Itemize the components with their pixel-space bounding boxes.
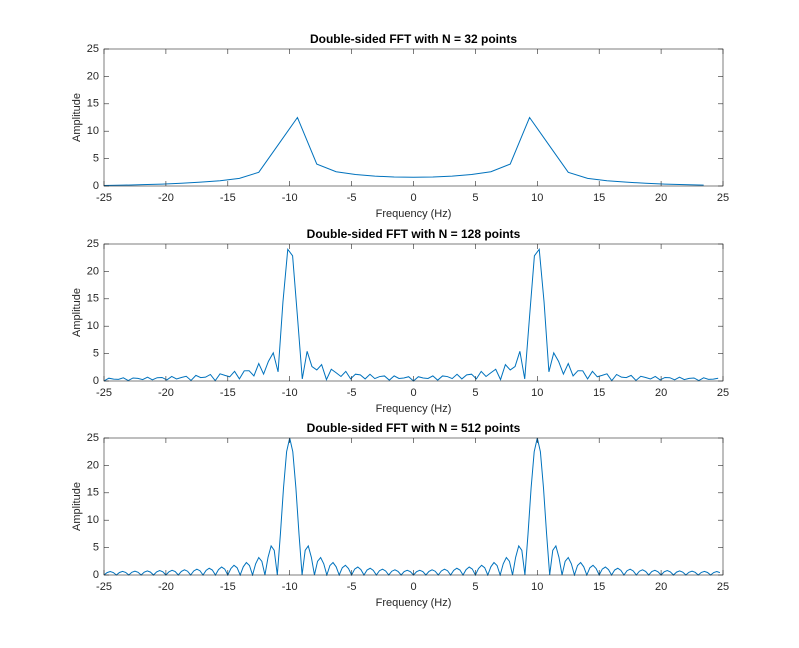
x-tick-label: 20 [655,581,667,593]
x-tick-label: -25 [96,581,112,593]
x-tick-label: 15 [593,581,605,593]
y-tick-label: 20 [87,459,99,471]
x-tick-label: -25 [96,192,112,204]
x-tick-label: -20 [158,387,174,399]
axes-background [104,49,723,186]
x-tick-label: 25 [717,581,729,593]
x-tick-label: -15 [220,192,236,204]
subplot-title: Double-sided FFT with N = 128 points [307,227,521,241]
x-tick-label: -5 [347,581,357,593]
subplot: -25 -20 -15 -10 -5 0 5 10 15 20 25 0 5 10 15 20 25 Double… [71,227,729,415]
x-tick-label: 20 [655,192,667,204]
x-tick-label: 10 [531,192,543,204]
y-tick-label: 5 [93,153,99,165]
x-tick-label: 20 [655,387,667,399]
y-tick-label: 5 [93,542,99,554]
x-tick-label: 25 [717,387,729,399]
y-tick-label: 15 [87,487,99,499]
x-tick-label: 15 [593,192,605,204]
x-tick-label: -5 [347,387,357,399]
y-tick-label: 20 [87,265,99,277]
axes-background [104,438,723,575]
y-tick-label: 0 [93,375,99,387]
data-line [104,247,719,382]
subplot-title: Double-sided FFT with N = 32 points [310,32,517,46]
x-tick-label: 25 [717,192,729,204]
y-tick-label: 20 [87,70,99,82]
x-axis-label: Frequency (Hz) [376,403,452,415]
x-tick-label: -15 [220,387,236,399]
x-tick-label: 0 [410,192,416,204]
x-tick-label: 5 [472,581,478,593]
data-line [104,116,704,186]
x-tick-label: -20 [158,581,174,593]
y-tick-label: 15 [87,293,99,305]
x-tick-label: -15 [220,581,236,593]
x-tick-label: -25 [96,387,112,399]
x-axis-label: Frequency (Hz) [376,597,452,609]
x-tick-label: 5 [472,192,478,204]
y-tick-label: 25 [87,238,99,250]
x-axis-label: Frequency (Hz) [376,208,452,220]
x-tick-label: -10 [282,192,298,204]
y-axis-label: Amplitude [71,288,83,337]
y-tick-label: 10 [87,125,99,137]
x-tick-label: -5 [347,192,357,204]
y-tick-label: 5 [93,348,99,360]
x-tick-label: 10 [531,581,543,593]
x-tick-label: -10 [282,581,298,593]
axes-background [104,244,723,381]
x-tick-label: 0 [410,387,416,399]
y-tick-label: 15 [87,98,99,110]
y-axis-label: Amplitude [71,482,83,531]
y-tick-label: 10 [87,320,99,332]
x-tick-label: 0 [410,581,416,593]
data-line [104,437,721,576]
y-tick-label: 25 [87,43,99,55]
y-axis-label: Amplitude [71,93,83,142]
x-tick-label: 15 [593,387,605,399]
y-tick-label: 25 [87,432,99,444]
y-tick-label: 0 [93,569,99,581]
y-tick-label: 0 [93,180,99,192]
subplot: -25 -20 -15 -10 -5 0 5 10 15 20 25 0 5 10 15 20 25 Double… [71,421,729,609]
subplot-title: Double-sided FFT with N = 512 points [307,421,521,435]
y-tick-label: 10 [87,514,99,526]
x-tick-label: -20 [158,192,174,204]
x-tick-label: 10 [531,387,543,399]
x-tick-label: 5 [472,387,478,399]
x-tick-label: -10 [282,387,298,399]
subplot: -25 -20 -15 -10 -5 0 5 10 15 20 25 0 5 10 15 20 25 Double… [71,32,729,220]
